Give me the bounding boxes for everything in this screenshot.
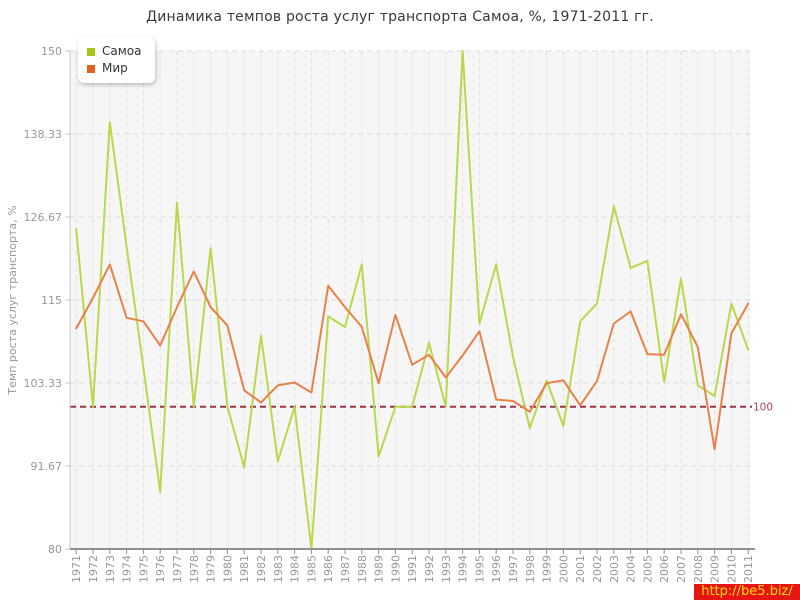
- x-tick-label: 2008: [692, 555, 705, 583]
- x-tick-label: 2011: [742, 555, 755, 583]
- y-tick-label: 150: [41, 45, 62, 58]
- x-tick-label: 1987: [339, 555, 352, 583]
- x-tick-label: 1976: [154, 555, 167, 583]
- y-tick-label: 115: [41, 294, 62, 307]
- x-tick-label: 2001: [574, 555, 587, 583]
- x-tick-label: 1993: [440, 555, 453, 583]
- x-tick-label: 1975: [137, 555, 150, 583]
- mir-line: [75, 263, 750, 451]
- x-tick-label: 1994: [457, 555, 470, 583]
- x-tick-label: 1998: [524, 555, 537, 583]
- x-tick-label: 1971: [70, 555, 83, 583]
- x-tick-label: 1981: [238, 555, 251, 583]
- x-tick-label: 1979: [205, 555, 218, 583]
- x-tick-label: 2007: [675, 555, 688, 583]
- x-tick-label: 2010: [725, 555, 738, 583]
- x-tick-label: 1988: [356, 555, 369, 583]
- x-tick-label: 2006: [658, 555, 671, 583]
- legend: Самоа Мир: [78, 37, 156, 83]
- x-tick-label: 1978: [188, 555, 201, 583]
- x-tick-label: 2003: [608, 555, 621, 583]
- x-tick-label: 1974: [121, 555, 134, 583]
- samoa-line: [75, 50, 750, 550]
- x-tick-label: 2005: [641, 555, 654, 583]
- x-tick-label: 2000: [557, 555, 570, 583]
- reference-line-label: 100: [753, 402, 773, 414]
- samoa-swatch-icon: [87, 47, 95, 56]
- x-tick-label: 1986: [322, 555, 335, 583]
- legend-label-samoa: Самоа: [102, 44, 142, 58]
- y-tick-label: 80: [48, 543, 62, 556]
- y-axis-title: Темп роста услуг транспорта, %: [6, 205, 19, 395]
- x-tick-label: 1983: [272, 555, 285, 583]
- x-tick-label: 1984: [289, 555, 302, 583]
- x-tick-label: 1990: [389, 555, 402, 583]
- x-tick-label: 1972: [87, 555, 100, 583]
- x-tick-label: 1999: [541, 555, 554, 583]
- y-tick-label: 91.67: [31, 460, 63, 473]
- y-tick-label: 126.67: [24, 211, 63, 224]
- x-tick-label: 1977: [171, 555, 184, 583]
- x-tick-label: 1991: [406, 555, 419, 583]
- x-tick-label: 1980: [221, 555, 234, 583]
- watermark-link[interactable]: http://be5.biz/: [694, 584, 800, 600]
- chart-title: Динамика темпов роста услуг транспорта С…: [146, 9, 654, 25]
- legend-item-mir: Мир: [87, 60, 141, 77]
- x-tick-label: 1973: [104, 555, 117, 583]
- x-tick-label: 1985: [305, 555, 318, 583]
- x-tick-label: 1989: [373, 555, 386, 583]
- x-tick-label: 1992: [423, 555, 436, 583]
- x-tick-label: 2009: [709, 555, 722, 583]
- mir-swatch-icon: [87, 64, 95, 73]
- x-tick-label: 1996: [490, 555, 503, 583]
- y-tick-label: 138.33: [24, 128, 63, 141]
- x-tick-label: 1995: [473, 555, 486, 583]
- y-tick-label: 103.33: [24, 377, 63, 390]
- x-tick-label: 1997: [507, 555, 520, 583]
- plot-area: [70, 51, 750, 549]
- x-tick-label: 1982: [255, 555, 268, 583]
- x-tick-label: 2004: [625, 555, 638, 583]
- legend-label-mir: Мир: [102, 61, 128, 75]
- x-tick-label: 2002: [591, 555, 604, 583]
- legend-item-samoa: Самоа: [87, 43, 141, 60]
